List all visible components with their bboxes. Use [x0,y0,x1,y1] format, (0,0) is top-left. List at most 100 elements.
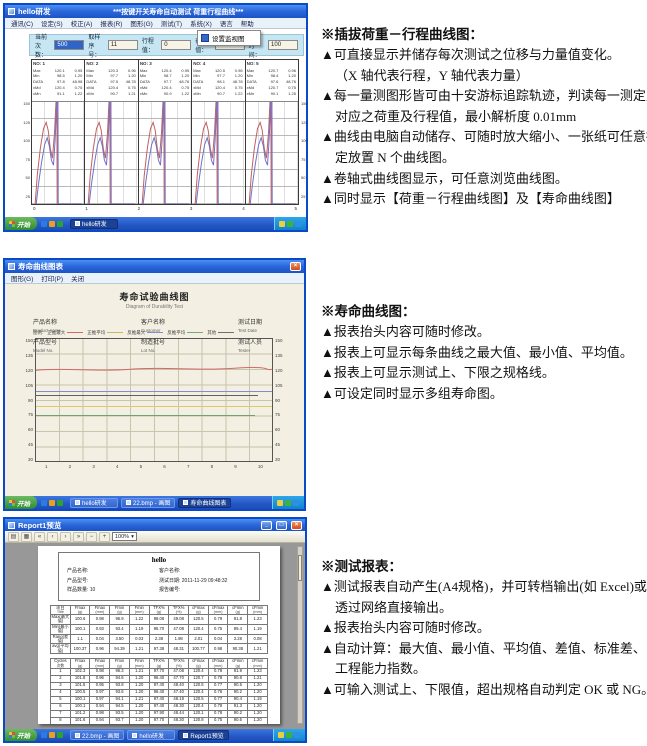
tray-icon[interactable] [277,499,283,506]
value-cell: 2.01 [188,633,209,645]
title-bar[interactable]: Report1预览 _ □ × [5,519,305,531]
start-label: 开始 [17,500,30,508]
value-cell: 97.90 [148,709,170,718]
zoom-out-icon[interactable]: − [86,531,97,542]
minimize-button[interactable]: _ [261,520,272,530]
title-bar[interactable]: hello研发 ***按键开关寿命自动测试 荷重行程曲线*** [5,5,306,18]
value-cell: 3 [50,681,71,690]
field-label-en: Model No. [33,347,54,353]
field-input[interactable]: 500 [54,40,85,50]
menu-popup-item[interactable]: 设置监视图 [199,32,259,44]
value-cell: 1.22 [128,613,150,625]
taskbar-task[interactable]: 寿命曲线图表 [178,497,232,508]
close-button[interactable]: × [291,520,302,530]
start-button[interactable]: 开始 [5,496,37,509]
scrollbar-thumb[interactable] [298,555,302,581]
tray-icon[interactable] [293,499,299,506]
tray-icon[interactable] [295,220,301,227]
curve-svg [139,102,191,204]
taskbar-task[interactable]: 22.bmp - 画图 [70,730,125,740]
menu-item[interactable]: 打印(P) [41,276,64,283]
y-tick: 150 [275,338,283,343]
value-cell: 102.3 [69,667,91,676]
value-cell: 1.20 [247,709,268,718]
quick-launch-icon[interactable] [57,220,63,227]
field-input[interactable]: 0 [161,40,192,50]
menu-item[interactable]: 关闭 [71,276,85,283]
stats-cell: 97.7 [110,73,119,79]
taskbar-task[interactable]: Report1预览 [178,730,229,740]
taskbar-task[interactable]: hello研发 [70,218,118,229]
tray-icon[interactable] [287,220,293,227]
field-label-cn: 制造批号 [141,340,166,346]
last-page-icon[interactable]: » [73,531,84,542]
header-cell-unit: (mm) [95,663,105,668]
taskbar-task[interactable]: 22.bmp - 画图 [121,497,176,508]
tray-icon[interactable] [285,499,291,506]
legend-item: 反推最大 [127,330,164,336]
tray-icon[interactable] [294,732,300,738]
block-line: ▲测试报表自动产生(A4规格)，并可转档输出(如 Excel)或 [321,579,647,594]
stats-cell: 97.6 [270,79,279,85]
block-line: 透过网络直接输出。 [335,599,453,615]
block-line: ▲可输入测试上、下限值，超出规格自动判定 OK 或 NG。 [321,681,647,697]
maximize-button[interactable]: □ [276,520,287,530]
table-row: Max(最大值) 100.6 0.98 96.9 1.22 98.08 49.08 120.5… [50,613,268,625]
start-button[interactable]: 开始 [5,217,37,230]
menu-item[interactable]: 系统(X) [190,21,212,28]
menu-item[interactable]: 通讯(C) [11,21,34,28]
header-cell-title: cFmin [251,605,264,610]
y-tick: 90 [275,397,281,403]
print-icon[interactable]: ▤ [8,531,19,542]
menu-item[interactable]: 帮助 [240,21,254,28]
menu-item[interactable]: 测试(T) [160,21,183,28]
tray-icon[interactable] [279,220,285,227]
quick-launch-icon[interactable] [49,220,55,227]
value-cell: 1.21 [247,643,268,655]
value-cell: 1.21 [247,674,268,683]
prev-page-icon[interactable]: ‹ [47,531,58,542]
vertical-scrollbar[interactable] [297,546,303,724]
header-cell: cFmax (mm) [207,658,229,669]
menu-item[interactable]: 图形(G) [130,21,153,28]
tray-icon[interactable] [286,732,292,738]
quick-launch-icon[interactable] [41,499,47,506]
menu-item[interactable]: 设定(S) [41,21,63,28]
field-input[interactable]: 100 [268,40,299,50]
panel-stats: NO: 2 Max 120.3 0.96 Min 97.7 1.20 DATA 97.5 48.7… [85,60,138,102]
quick-launch-icon[interactable] [57,499,63,506]
header-cell-unit: 次数 [56,663,65,668]
stats-cell: 1.20 [127,73,136,79]
quick-launch-icon[interactable] [49,499,55,506]
value-cell: 0.94 [89,702,111,711]
stats-cell: 120.5 [214,67,225,73]
close-button[interactable]: × [290,262,301,271]
next-page-icon[interactable]: › [60,531,71,542]
tray-icon[interactable] [278,732,284,738]
value-cell: 1.20 [247,716,268,724]
quick-launch-icon[interactable] [57,732,63,738]
menu-item[interactable]: 语言 [219,21,233,28]
stats-row: DATA 98.1 48.78 [193,79,243,85]
menu-item[interactable]: 图形(G) [11,276,34,283]
page-setup-icon[interactable]: ▦ [21,531,32,542]
title-bar[interactable]: 寿命曲线图表 × [5,260,304,273]
field-input[interactable]: 11 [107,40,138,50]
menu-item[interactable]: 校正(A) [70,21,93,28]
header-cell-title: TFX% [172,658,185,664]
zoom-in-icon[interactable]: + [99,531,110,542]
value-cell: 90.4 [227,695,249,704]
header-cell-title: TFX% [153,605,165,610]
legend-item: 其他 [207,330,235,336]
start-button[interactable]: 开始 [5,729,37,741]
quick-launch-icon[interactable] [41,220,47,227]
quick-launch-icon[interactable] [49,732,55,738]
quick-launch-icon[interactable] [41,732,47,738]
y-tick: 125 [23,119,30,125]
first-page-icon[interactable]: « [34,531,45,542]
taskbar-task[interactable]: hello研发 [70,497,118,508]
field-label: 当前次数： [35,34,48,59]
menu-item[interactable]: 报表(R) [100,21,123,28]
zoom-select[interactable]: 100% ▾ [112,532,137,541]
taskbar-task[interactable]: hello研发 [127,730,176,740]
